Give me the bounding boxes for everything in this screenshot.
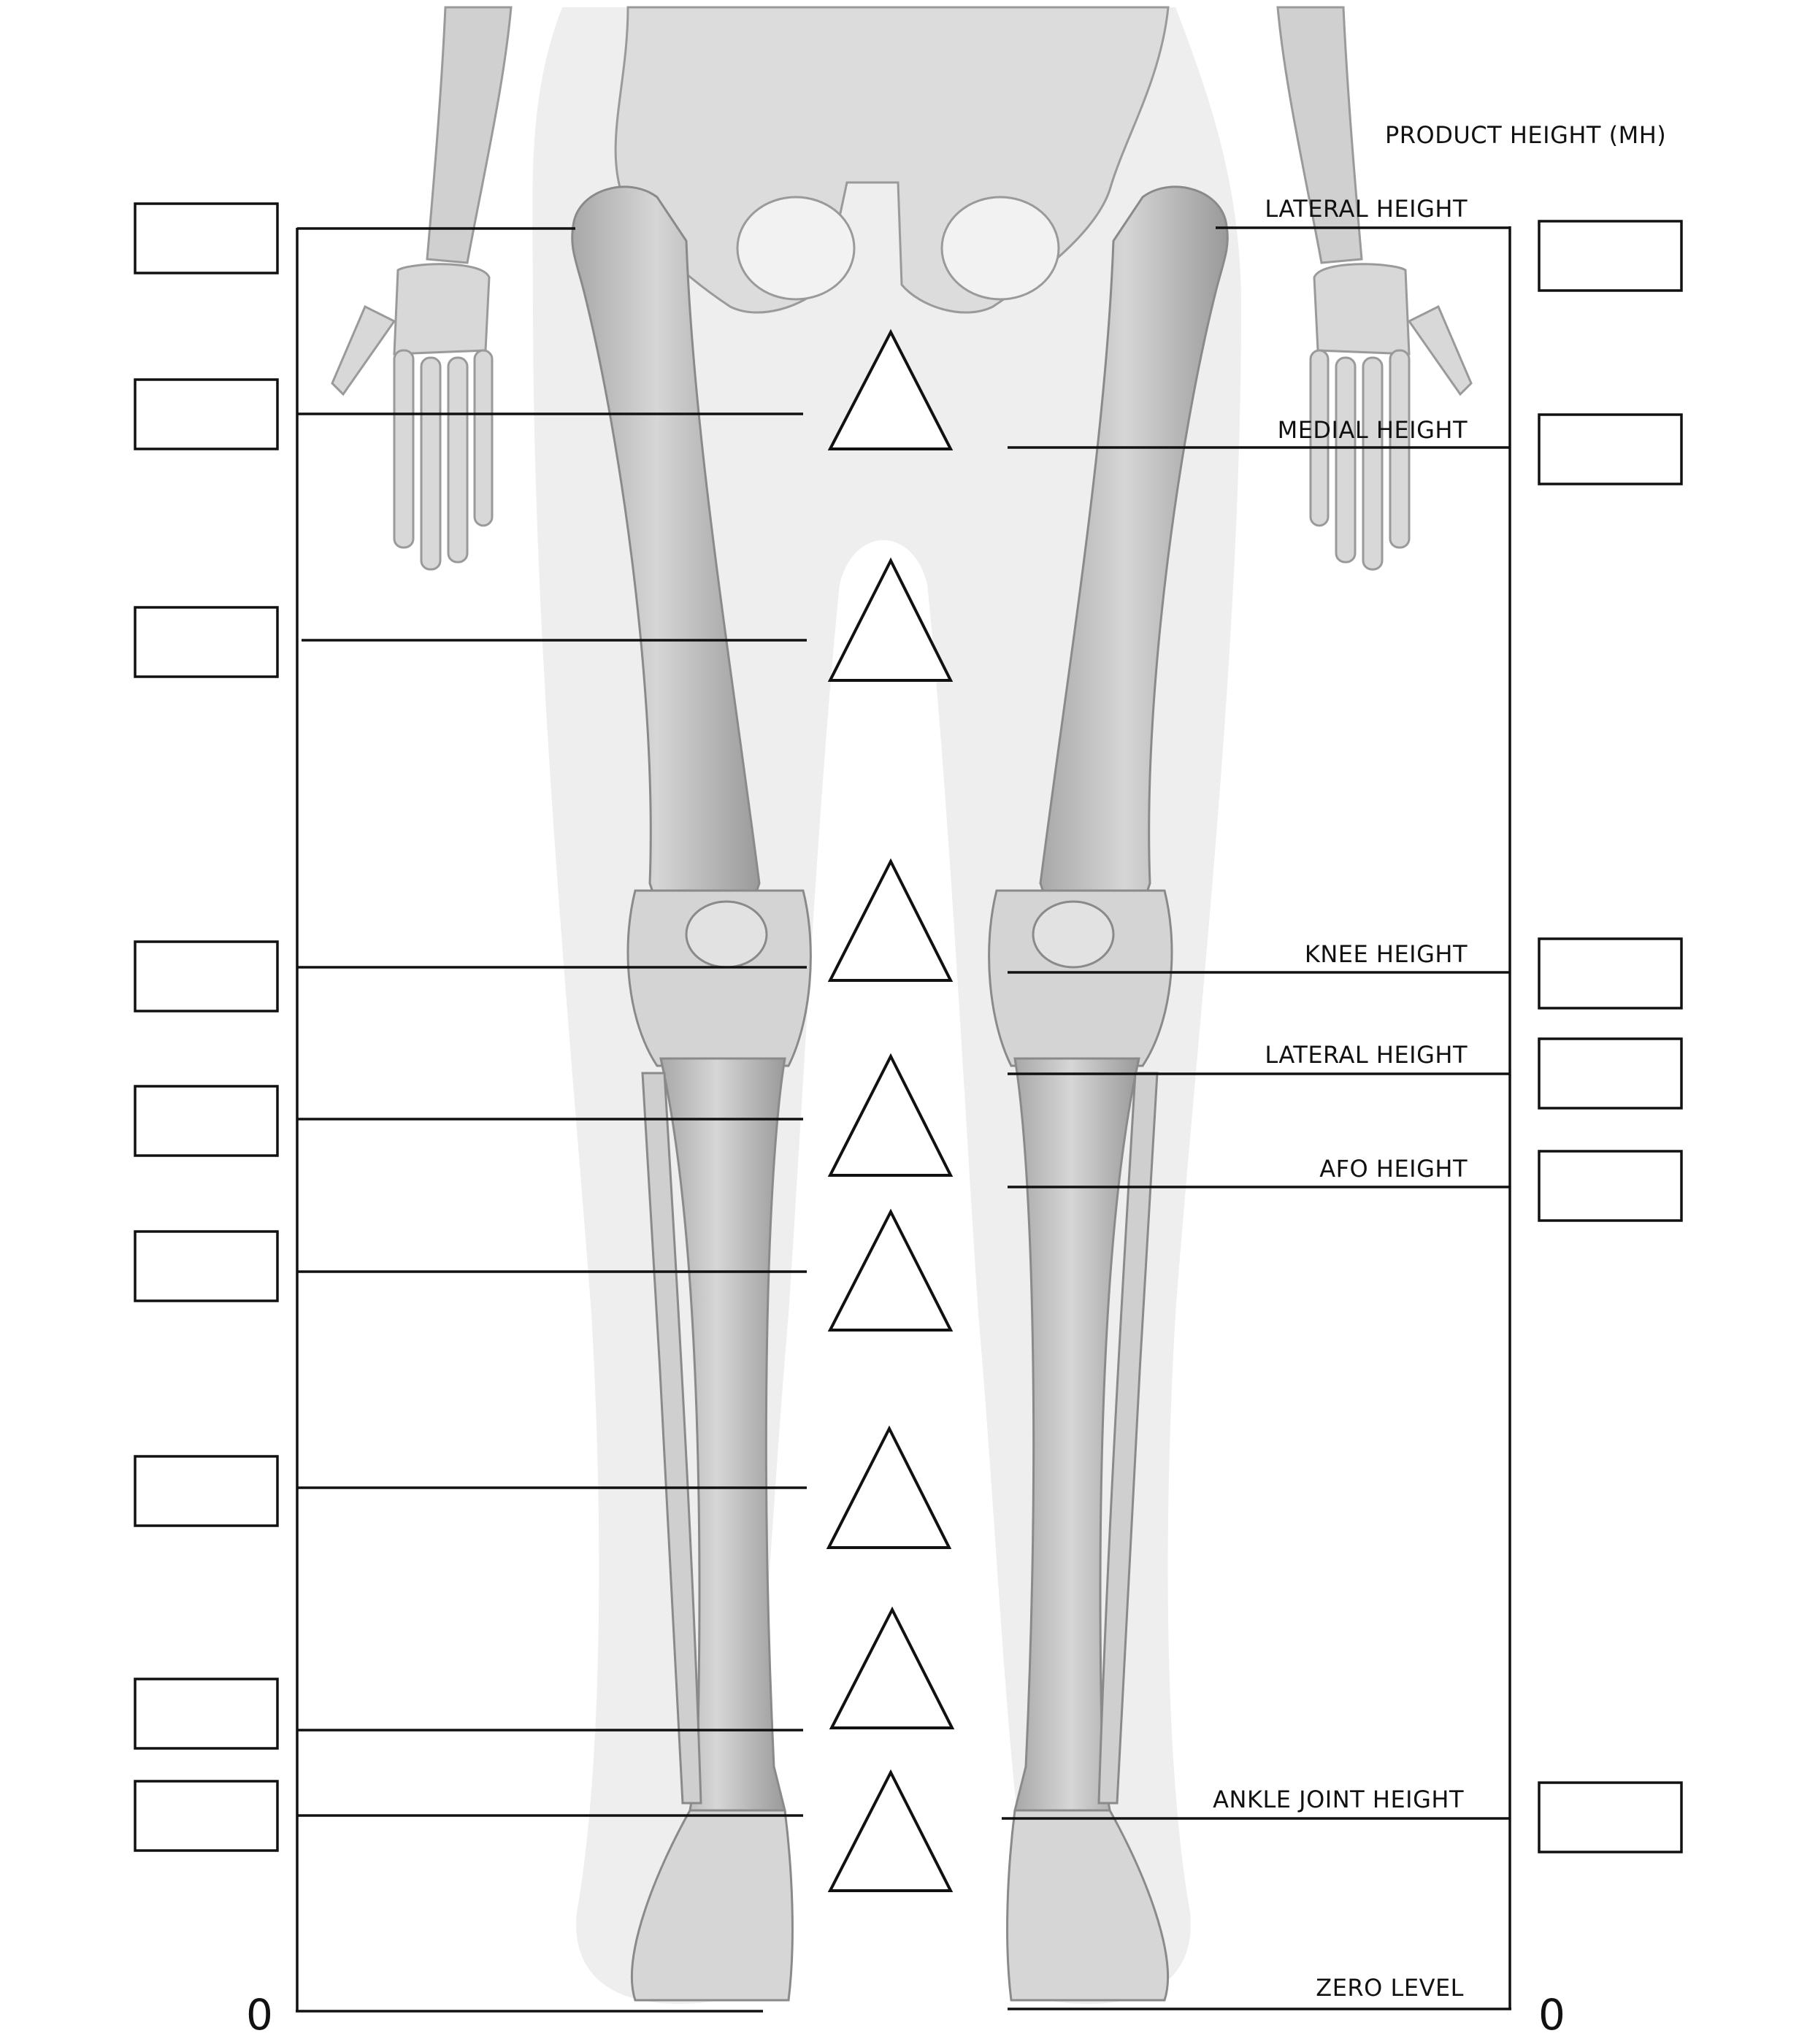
ankle-joint-height-input[interactable] [1538, 1781, 1683, 1853]
left-input-box[interactable] [134, 1780, 279, 1852]
lateral-height-mid-input[interactable] [1538, 1037, 1683, 1110]
zero-right-label: 0 [1538, 1990, 1565, 2040]
right-measurement-lines [1002, 226, 1510, 1820]
lateral-height-mid-label: LATERAL HEIGHT [1265, 1041, 1468, 1069]
right-foot [1006, 1809, 1169, 2002]
right-hand [1309, 263, 1473, 571]
left-input-box[interactable] [134, 606, 279, 678]
left-input-box[interactable] [134, 1455, 279, 1527]
left-fibula [641, 1072, 702, 1805]
product-height-label: PRODUCT HEIGHT (MH) [1385, 121, 1666, 149]
left-femur [571, 185, 761, 907]
triangle-markers [826, 328, 955, 1892]
left-input-box[interactable] [134, 1678, 279, 1750]
triangle-marker [829, 1606, 955, 1729]
zero-left-label: 0 [246, 1990, 273, 2040]
left-hand [331, 263, 494, 571]
triangle-marker [827, 557, 954, 682]
left-measurement-lines [297, 227, 807, 1817]
right-obturator [940, 196, 1060, 301]
triangle-marker [827, 1208, 954, 1332]
right-input-boxes [1538, 220, 1683, 1853]
triangle-marker [827, 1053, 954, 1177]
afo-height-label: AFO HEIGHT [1319, 1155, 1468, 1183]
afo-height-input[interactable] [1538, 1150, 1683, 1222]
lateral-height-top-input[interactable] [1538, 220, 1683, 292]
left-patella [685, 900, 768, 969]
left-obturator [736, 196, 856, 301]
right-fibula [1097, 1072, 1159, 1805]
right-labels: PRODUCT HEIGHT (MH) LATERAL HEIGHT MEDIA… [1213, 121, 1666, 2002]
left-foot [631, 1809, 794, 2002]
left-input-box[interactable] [134, 378, 279, 450]
triangle-marker [827, 858, 954, 982]
left-input-boxes [134, 202, 279, 1852]
knee-height-input[interactable] [1538, 937, 1683, 1010]
knee-height-label: KNEE HEIGHT [1305, 940, 1468, 968]
triangle-marker [826, 1425, 952, 1549]
zero-level-label: ZERO LEVEL [1316, 1974, 1464, 2002]
right-femur [1039, 185, 1229, 907]
left-input-box[interactable] [134, 940, 279, 1013]
left-input-box[interactable] [134, 1230, 279, 1302]
ankle-joint-height-label: ANKLE JOINT HEIGHT [1213, 1786, 1464, 1813]
right-forearm [1276, 6, 1363, 264]
right-patella [1032, 900, 1115, 969]
left-forearm [426, 6, 513, 264]
triangle-marker [827, 328, 954, 450]
medial-height-label: MEDIAL HEIGHT [1278, 416, 1468, 444]
triangle-marker [827, 1769, 954, 1892]
left-input-box[interactable] [134, 202, 279, 274]
left-input-box[interactable] [134, 1085, 279, 1157]
lateral-height-top-label: LATERAL HEIGHT [1265, 195, 1468, 223]
skeleton-illustration [331, 6, 1473, 2004]
medial-height-input[interactable] [1538, 413, 1683, 485]
